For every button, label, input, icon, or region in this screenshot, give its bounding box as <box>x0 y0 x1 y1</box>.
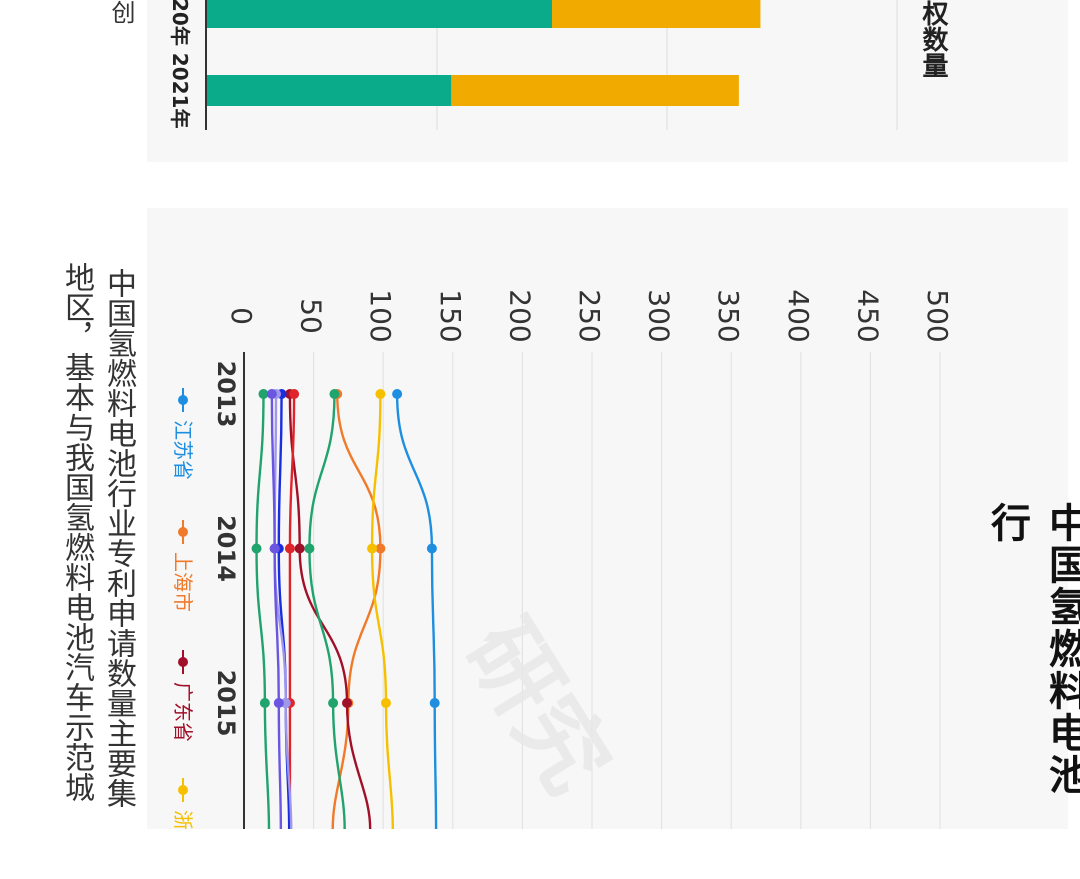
y-tick-label: 250 <box>573 289 606 342</box>
series-point <box>294 543 305 554</box>
legend-marker-dot <box>178 527 188 537</box>
series-point <box>375 543 386 554</box>
bottom-chart-title: 中国氢燃料电池行 <box>984 502 1080 796</box>
y-tick-label: 400 <box>782 289 815 342</box>
series-line <box>288 393 296 829</box>
legend-marker-dot <box>178 657 188 667</box>
series-line <box>270 393 283 829</box>
legend-label: 江苏省 <box>171 420 195 480</box>
series-point <box>426 543 437 554</box>
series-point <box>304 543 315 554</box>
series-line <box>255 393 271 829</box>
y-tick-label: 150 <box>434 289 467 342</box>
series-point <box>280 698 291 708</box>
y-tick-label: 350 <box>712 289 745 342</box>
series-point <box>284 543 295 554</box>
series-point <box>328 698 339 708</box>
chart-canvas: 20年 2021年 0 50 100 150 200 250 300 350 400 450 500… <box>168 0 954 829</box>
legend-marker-dot <box>178 395 188 405</box>
legend-label: 浙 <box>171 810 195 829</box>
x-tick-label: 2014 <box>212 515 240 582</box>
series-point <box>289 389 300 399</box>
top-tick-label: 20年 2021年 <box>168 0 192 128</box>
series-point <box>375 389 386 399</box>
series-point <box>259 698 270 708</box>
series-point <box>266 389 277 399</box>
y-tick-label: 200 <box>503 289 536 342</box>
series-line <box>395 393 438 829</box>
series-point <box>269 543 280 554</box>
legend-label: 广东省 <box>171 682 195 742</box>
bottom-chart-panel <box>147 208 1068 829</box>
y-tick-label: 100 <box>364 289 397 342</box>
series-point <box>367 543 378 554</box>
series-line <box>370 393 394 829</box>
series-line <box>331 393 382 829</box>
top-bar-segment-teal <box>207 75 452 106</box>
legend-label: 上海市 <box>171 552 195 612</box>
series-point <box>251 543 262 554</box>
caption-line-1: 中国氢燃料电池行业专利申请数量主要集 <box>101 268 136 808</box>
y-tick-label: 450 <box>851 289 884 342</box>
series-point <box>258 389 269 399</box>
series-point <box>380 698 391 708</box>
caption-line-2: 地区，基本与我国氢燃料电池汽车示范城 <box>59 262 94 802</box>
y-tick-label: 50 <box>295 298 328 334</box>
series-line <box>288 393 372 829</box>
series-point <box>392 389 403 399</box>
series-line <box>308 393 346 829</box>
top-axis-label: 权数量 <box>918 0 948 78</box>
x-tick-label: 2013 <box>212 361 240 428</box>
legend-marker-dot <box>178 785 188 795</box>
top-bar-segment-gold <box>552 0 761 28</box>
y-tick-label: 500 <box>921 289 954 342</box>
x-tick-label: 2015 <box>212 670 240 737</box>
top-left-text: 创 <box>107 0 135 24</box>
top-bar-segment-teal <box>207 0 552 28</box>
top-bar-chart: 20年 2021年 <box>168 0 898 130</box>
y-tick-label: 0 <box>225 307 258 325</box>
series-point <box>329 389 340 399</box>
bottom-line-chart: 0 50 100 150 200 250 300 350 400 450 500 2013 2014 20… <box>171 289 954 829</box>
series-point <box>429 698 440 708</box>
top-bar-segment-gold <box>451 75 739 106</box>
series-point <box>273 698 284 708</box>
series-line <box>273 393 293 829</box>
series-point <box>342 698 353 708</box>
y-tick-label: 300 <box>643 289 676 342</box>
